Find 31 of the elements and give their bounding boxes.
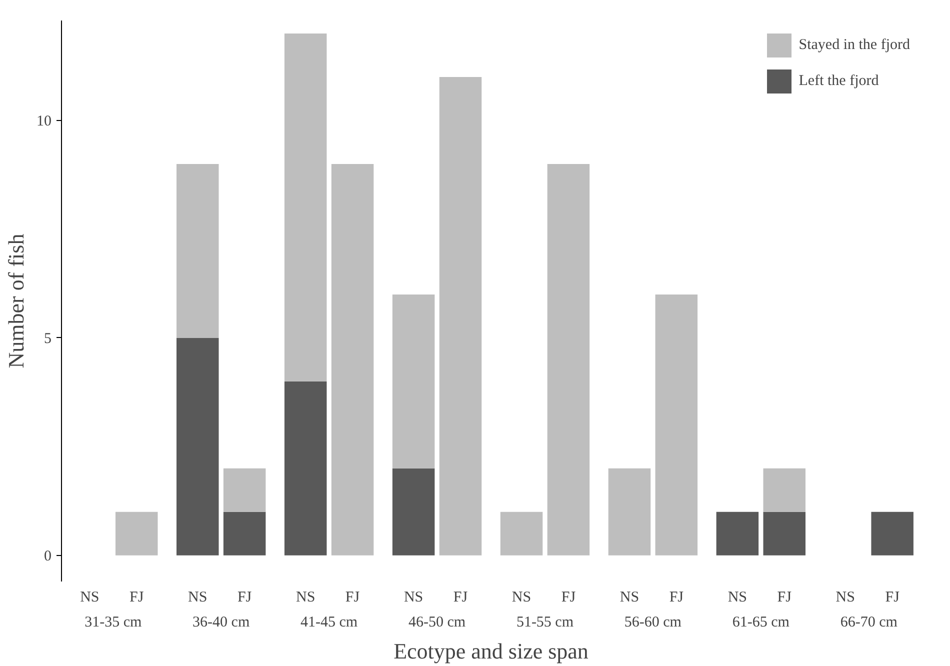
legend-label: Left the fjord	[798, 72, 879, 90]
y-tick-label: 10	[36, 114, 52, 130]
x-tick-label: NS	[296, 590, 316, 606]
x-tick-label: NS	[620, 590, 640, 606]
x-tick-label: NS	[512, 590, 532, 606]
y-tick-label: 0	[44, 548, 52, 564]
text: 51-55 cm	[516, 614, 574, 630]
x-tick-label: NS	[80, 590, 100, 606]
text: 46-50 cm	[408, 614, 466, 630]
text: 61-65 cm	[732, 614, 790, 630]
x-tick-label: NS	[404, 590, 424, 606]
y-tick-label: 5	[44, 330, 52, 347]
y-axis-title: Number of fish	[4, 234, 28, 368]
text: 41-45 cm	[300, 614, 358, 630]
x-tick-label: NS	[836, 590, 855, 606]
text: 31-35 cm	[84, 614, 142, 630]
x-tick-label: FJ	[777, 590, 792, 606]
x-tick-label: FJ	[561, 590, 576, 606]
x-tick-label: NS	[728, 590, 748, 606]
legend-label: Stayed in the fjord	[798, 36, 910, 54]
x-tick-label: FJ	[885, 590, 900, 606]
text: 56-60 cm	[624, 614, 682, 630]
x-tick-label: FJ	[669, 590, 684, 606]
text: 66-70 cm	[840, 614, 898, 630]
x-axis-title: Ecotype and size span	[394, 638, 588, 664]
x-tick-label: FJ	[130, 590, 144, 606]
text: 36-40 cm	[192, 614, 250, 630]
x-tick-label: FJ	[453, 590, 468, 606]
x-tick-label: NS	[188, 590, 208, 606]
x-tick-label: FJ	[237, 590, 252, 606]
x-tick-label: FJ	[345, 590, 360, 606]
